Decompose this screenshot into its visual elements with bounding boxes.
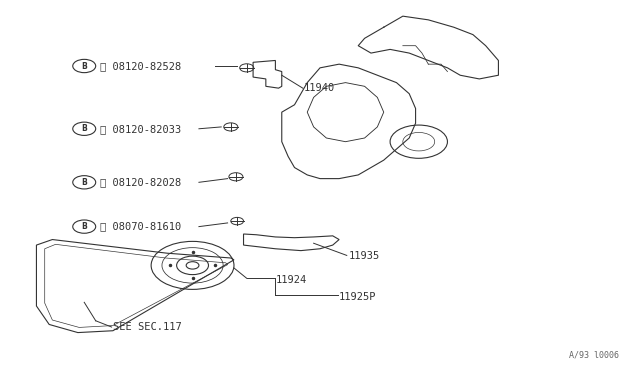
Text: B: B (81, 61, 87, 71)
Text: 11924: 11924 (275, 275, 307, 285)
Text: B: B (81, 178, 87, 187)
Text: B: B (81, 222, 87, 231)
Text: Ⓑ 08120-82028: Ⓑ 08120-82028 (100, 177, 181, 187)
Text: A/93 l0006: A/93 l0006 (570, 350, 620, 359)
Text: 11935: 11935 (349, 251, 380, 261)
Text: 11925P: 11925P (339, 292, 376, 302)
Text: B: B (81, 124, 87, 133)
Text: 11940: 11940 (304, 83, 335, 93)
Text: SEE SEC.117: SEE SEC.117 (113, 322, 182, 332)
Text: Ⓑ 08120-82033: Ⓑ 08120-82033 (100, 124, 181, 134)
Text: Ⓑ 08120-82528: Ⓑ 08120-82528 (100, 61, 181, 71)
Text: Ⓑ 08070-81610: Ⓑ 08070-81610 (100, 222, 181, 232)
